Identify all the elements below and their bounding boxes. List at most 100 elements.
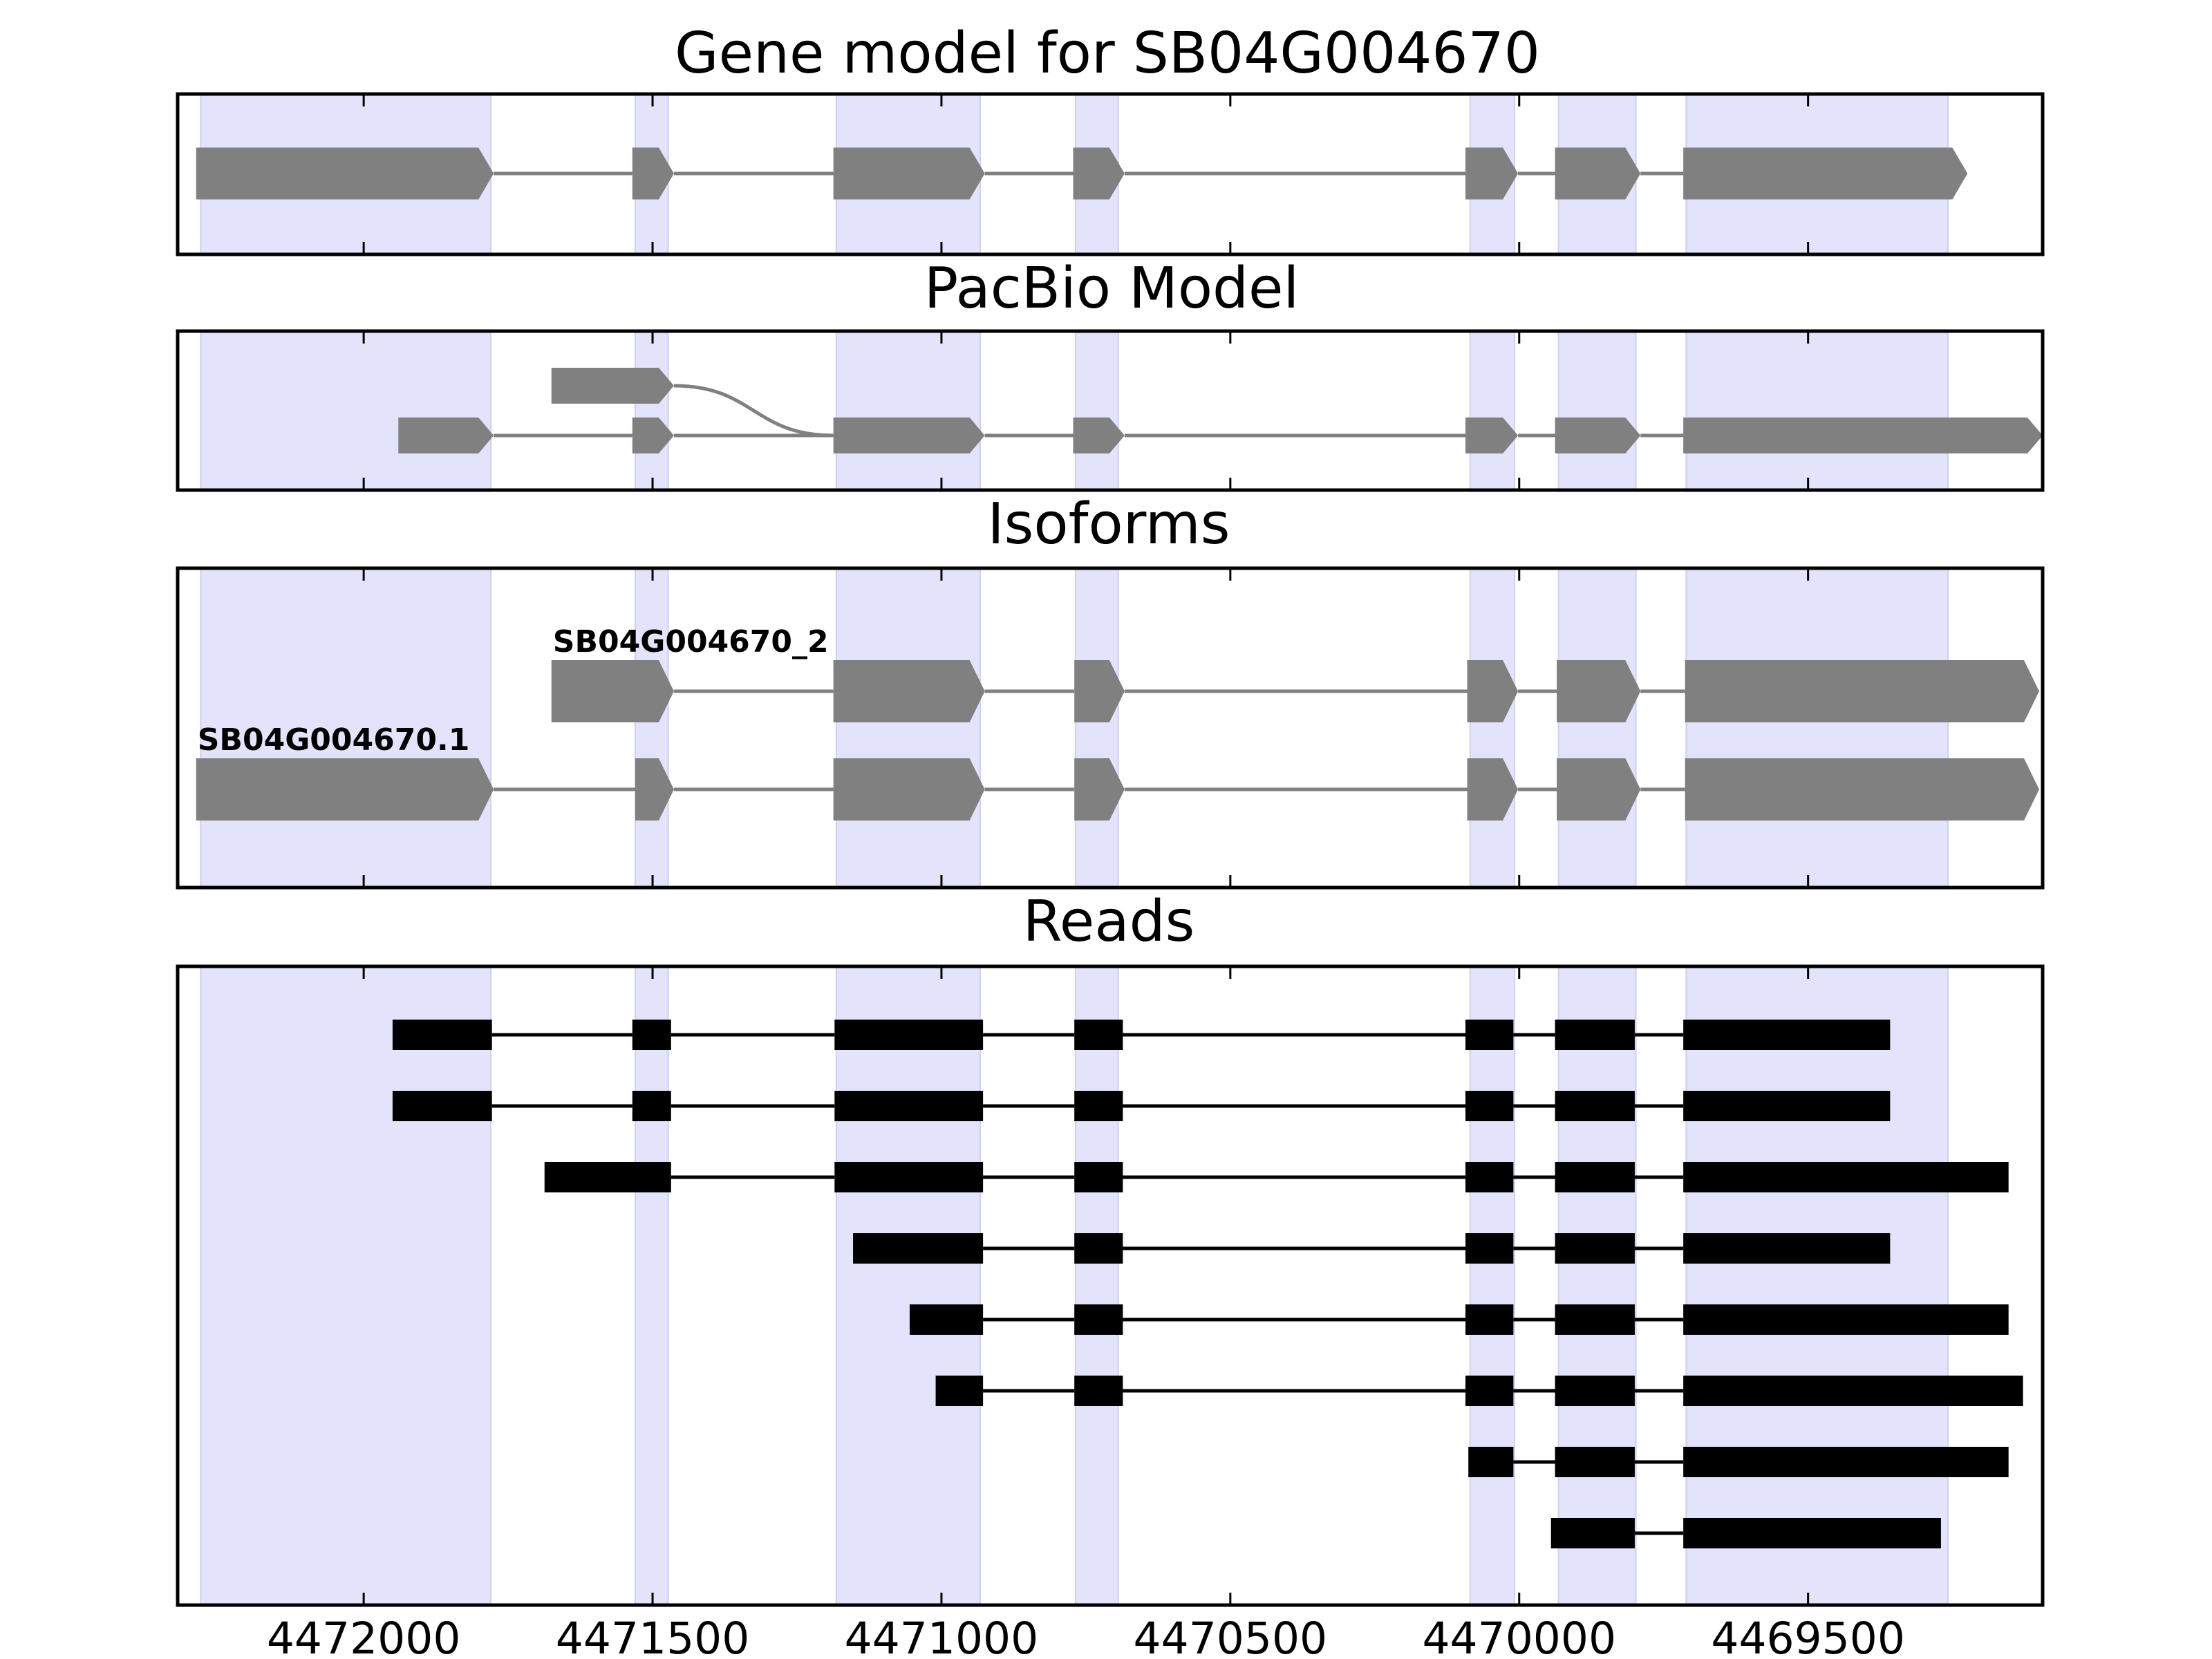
exon-band [634,330,669,491]
exon-band [200,330,492,491]
exon-band [835,330,981,491]
read-exon-block [1074,1376,1123,1406]
exon-arrow [1557,758,1641,821]
read-exon-block [1074,1233,1123,1264]
x-tick-label: 4470000 [1422,1613,1616,1659]
isoforms-exon-bands [200,568,1949,888]
reads-title: Reads [1023,889,1195,955]
read-exon-block [544,1162,671,1192]
read-exon-block [909,1304,984,1335]
read-exon-block [1465,1376,1514,1406]
read-exon-block [853,1233,984,1264]
exon-band [1469,330,1516,491]
read-exon-block [632,1020,671,1050]
exon-arrow [635,758,674,821]
gene-model-ticks [362,94,1810,254]
read-exon-block [834,1020,984,1050]
read-exon-block [1683,1376,2023,1406]
exon-band [835,966,981,1606]
isoforms-title: Isoforms [988,491,1230,557]
exon-arrow [632,147,674,200]
read-exon-block [1465,1091,1514,1121]
exon-band [1074,966,1119,1606]
exon-arrow [1074,758,1125,821]
exon-band [634,568,669,888]
x-tick-label: 4471000 [845,1613,1039,1659]
read-exon-block [392,1091,492,1121]
exon-arrow [1555,147,1641,200]
exon-band [634,966,669,1606]
reads-panel: Reads [176,889,2045,1607]
read-exon-block [834,1091,984,1121]
read-exon-block [1555,1162,1635,1192]
pacbio-model-panel: PacBio Model [176,256,2045,492]
read-exon-block [1074,1162,1123,1192]
read-exon-block [1683,1447,2009,1477]
read-exon-block [1465,1162,1514,1192]
read-exon-block [1683,1162,2009,1192]
read-exon-block [1555,1233,1635,1264]
exon-arrow [1555,418,1641,453]
exon-arrow [1467,660,1519,722]
read-exon-block [1683,1304,2009,1335]
exon-band [1557,568,1637,888]
read-exon-block [392,1020,492,1050]
read-exon-block [1555,1376,1635,1406]
exon-arrow [1685,758,2039,821]
read-exon-block [1550,1518,1635,1548]
isoforms-panel: Isoforms SB04G004670_2 SB04G004670.1 [176,491,2045,890]
read-exon-block [1465,1020,1514,1050]
read-exon-block [1468,1447,1514,1477]
isoforms-frame [176,566,2045,890]
exon-arrow [398,418,494,453]
exon-arrow [833,418,985,453]
exon-arrow [1074,660,1125,722]
x-tick-label: 4470500 [1134,1613,1328,1659]
pacbio-model-tracks [398,368,2043,453]
exon-band [1557,330,1637,491]
exon-arrow [833,758,985,821]
pacbio-model-title: PacBio Model [924,256,1300,321]
read-exon-block [1683,1233,1891,1264]
exon-band [200,966,492,1606]
read-exon-block [935,1376,984,1406]
exon-band [1469,966,1516,1606]
isoforms-tracks: SB04G004670_2 SB04G004670.1 [196,624,2039,821]
read-exon-block [1074,1020,1123,1050]
exon-arrow [833,660,985,722]
gene-model-title: Gene model for SB04G004670 [675,21,1540,86]
exon-band [1074,330,1119,491]
exon-arrow [196,758,494,821]
exon-arrow [1467,758,1519,821]
exon-band [835,568,981,888]
isoform-label: SB04G004670_2 [553,624,829,659]
read-exon-block [632,1091,671,1121]
read-exon-block [1683,1091,1891,1121]
exon-arrow [1557,660,1641,722]
gene-model-panel: Gene model for SB04G004670 [176,21,2045,256]
x-tick-label: 4472000 [267,1613,461,1659]
exon-band [200,568,492,888]
read-exon-block [1074,1091,1123,1121]
exon-arrow [1073,147,1125,200]
splice-connector [673,384,834,438]
read-exon-block [1555,1020,1635,1050]
read-exon-block [1074,1304,1123,1335]
x-axis-tick-labels: 4472000 4471500 4471000 4470500 4470000 44695… [267,1613,1905,1659]
exon-band [1685,330,1949,491]
reads-exon-bands [200,966,1949,1606]
exon-band [1685,966,1949,1606]
isoforms-ticks [362,568,1810,888]
exon-arrow [1465,418,1519,453]
exon-arrow [196,147,494,200]
exon-band [1685,568,1949,888]
exon-arrow [1685,660,2039,722]
exon-band [1469,568,1516,888]
gene-model-frame [176,92,2045,256]
exon-band [1557,966,1637,1606]
read-exon-block [834,1162,984,1192]
isoform-label: SB04G004670.1 [198,722,470,758]
reads-tracks [392,1020,2023,1548]
exon-arrow [833,147,985,200]
